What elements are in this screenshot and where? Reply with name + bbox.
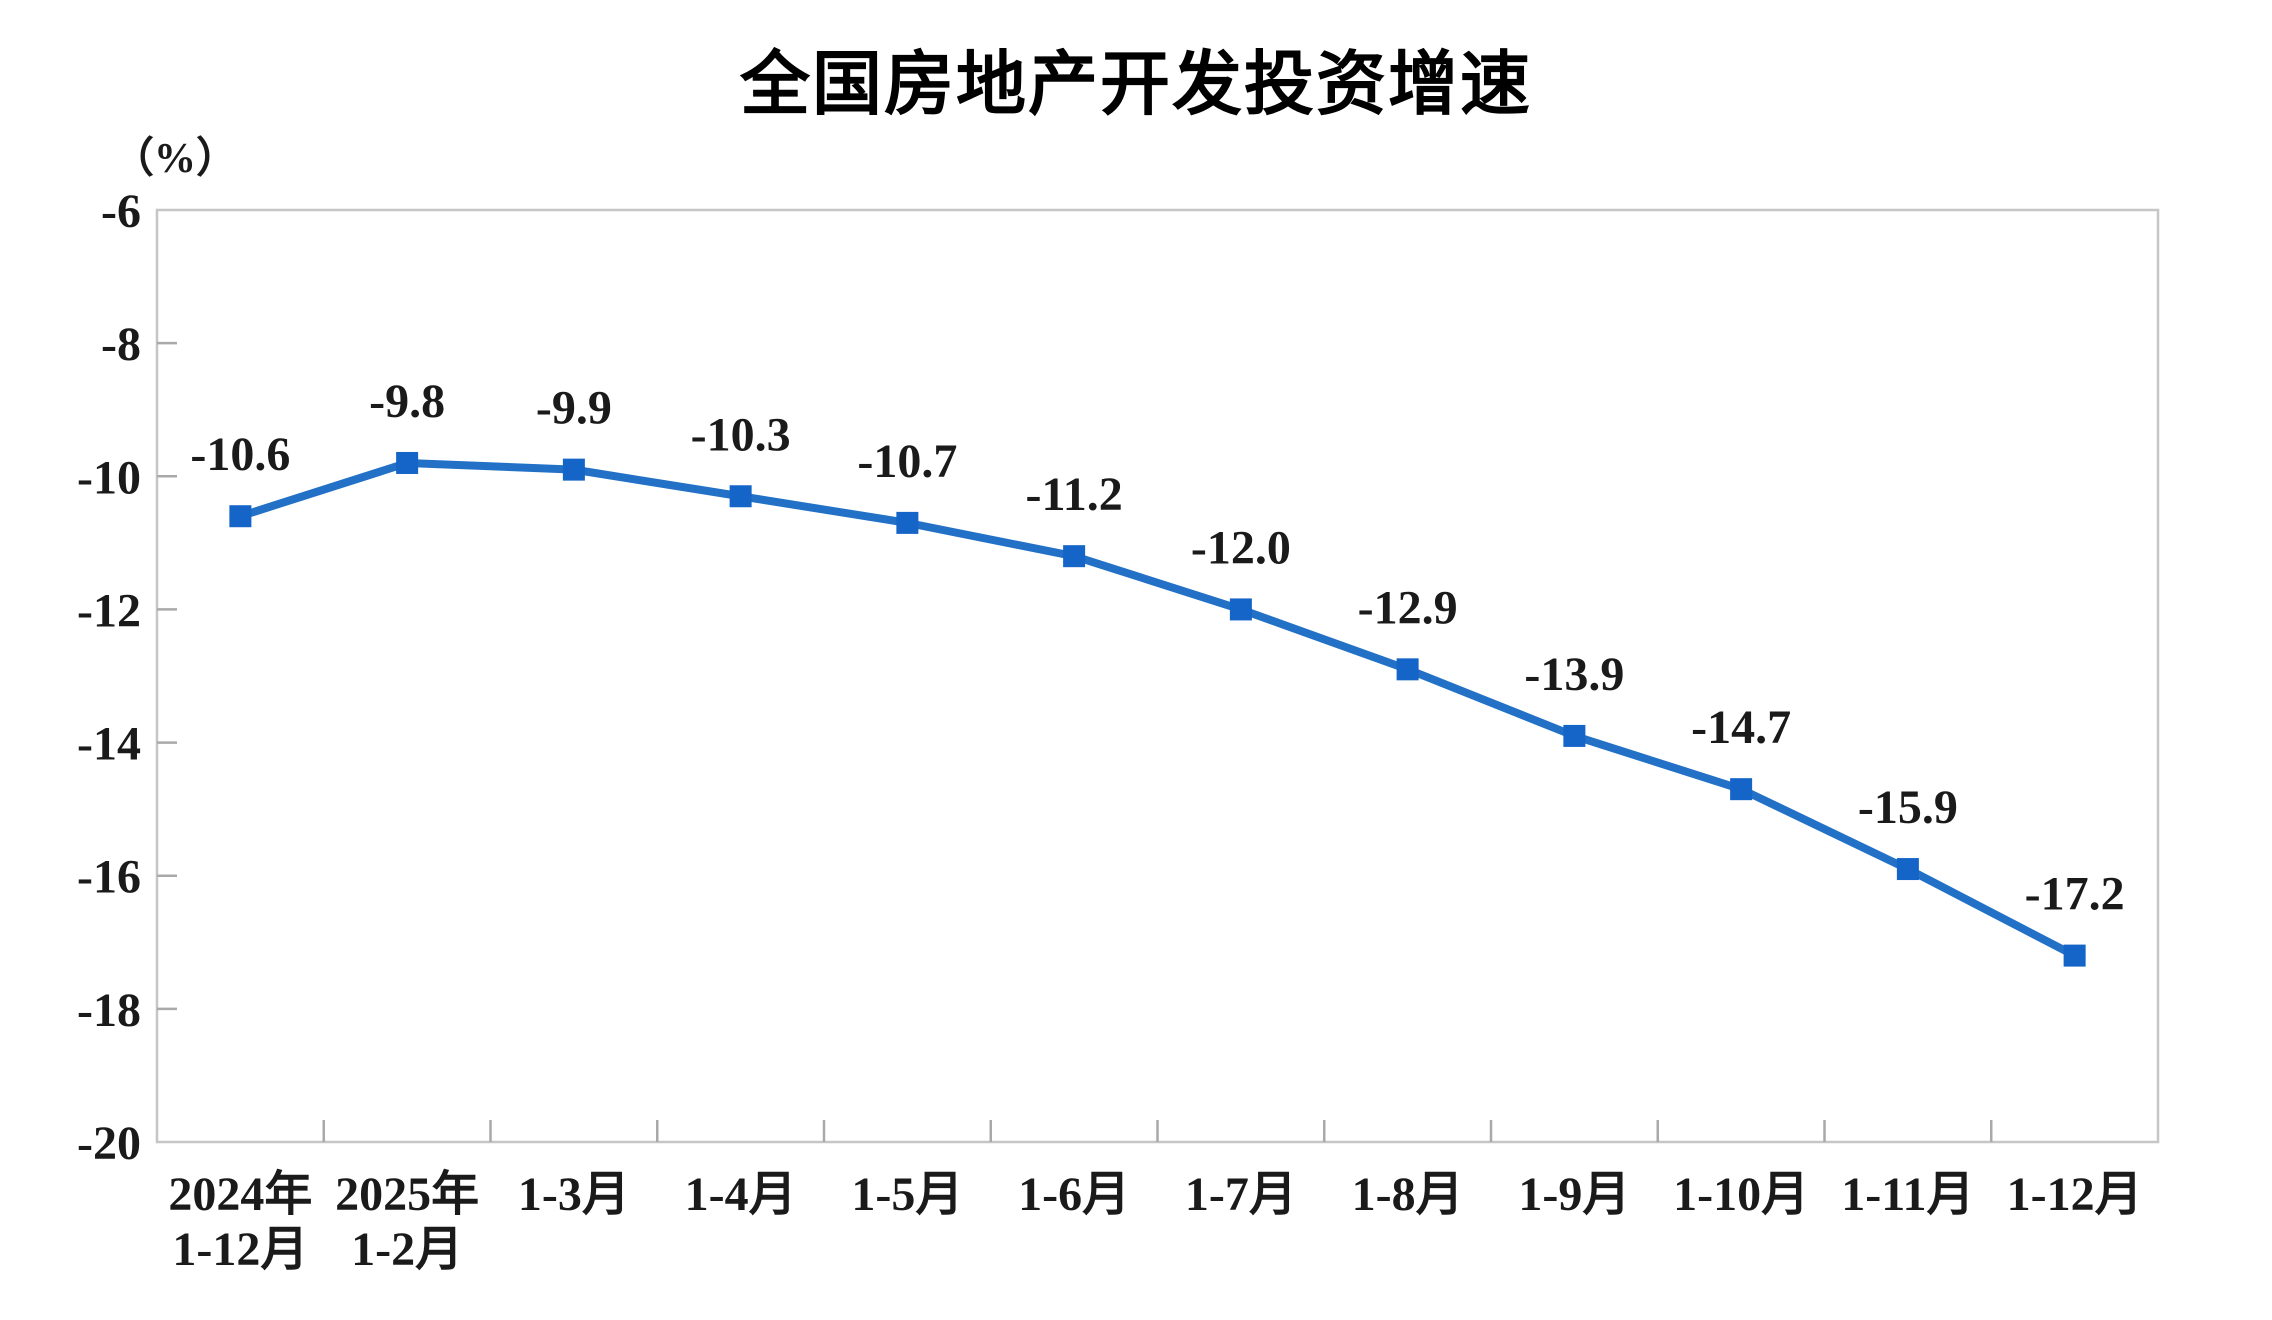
y-tick-label: -6	[101, 185, 141, 238]
y-tick-label: -12	[77, 584, 141, 637]
x-category-label: 1-5月	[851, 1168, 963, 1221]
x-category-label: 1-7月	[1185, 1168, 1297, 1221]
data-point-marker	[1896, 858, 1919, 881]
y-tick-label: -16	[77, 851, 141, 904]
x-category-label: 1-10月	[1673, 1168, 1809, 1221]
plot-border	[155, 208, 2160, 1144]
data-point-marker	[2063, 944, 2086, 967]
data-point-label: -11.2	[1025, 468, 1122, 521]
x-category-label: 2025年	[335, 1168, 479, 1221]
y-tick-label: -18	[77, 984, 141, 1037]
x-category-label: 1-12月	[172, 1223, 308, 1276]
data-point-marker	[729, 485, 752, 508]
data-point-markers	[229, 451, 2086, 967]
data-point-label: -9.8	[369, 375, 445, 428]
x-axis-ticks	[322, 1120, 1993, 1142]
y-tick-label: -20	[77, 1117, 141, 1170]
data-point-label: -14.7	[1691, 701, 1791, 754]
x-category-label: 1-8月	[1352, 1168, 1464, 1221]
data-point-marker	[1396, 658, 1419, 681]
chart-title: 全国房地产开发投资增速	[740, 45, 1532, 123]
y-tick-label: -14	[77, 718, 141, 771]
data-point-marker	[1563, 724, 1586, 747]
data-point-marker	[562, 458, 585, 481]
data-point-marker	[896, 511, 919, 534]
y-axis-ticks	[157, 341, 177, 1011]
data-point-label: -10.7	[857, 435, 957, 488]
x-category-label: 1-12月	[2007, 1168, 2143, 1221]
x-category-label: 1-4月	[685, 1168, 797, 1221]
y-tick-label: -10	[77, 451, 141, 504]
data-series-line	[236, 458, 2079, 960]
data-point-marker	[1730, 778, 1753, 801]
data-point-marker	[229, 505, 252, 528]
data-point-marker	[1229, 598, 1252, 621]
y-tick-label: -8	[101, 318, 141, 371]
x-category-label: 1-9月	[1518, 1168, 1630, 1221]
data-point-label: -10.3	[691, 408, 791, 461]
y-tick-labels: -6 -8 -10 -12 -14 -16 -18 -20	[77, 185, 141, 1170]
data-point-labels: -10.6 -9.8 -9.9 -10.3 -10.7 -11.2 -12.0 -12.9 -1…	[190, 375, 2124, 921]
data-point-label: -9.9	[536, 382, 612, 435]
data-point-label: -12.9	[1358, 581, 1458, 634]
data-point-label: -17.2	[2025, 868, 2125, 921]
data-point-label: -13.9	[1524, 648, 1624, 701]
x-category-label: 1-11月	[1841, 1168, 1974, 1221]
data-point-label: -15.9	[1858, 781, 1958, 834]
y-axis-unit-label: （%）	[112, 136, 239, 182]
x-category-label: 2024年	[168, 1168, 312, 1221]
x-category-label: 1-2月	[351, 1223, 463, 1276]
data-point-marker	[1063, 545, 1086, 568]
data-point-marker	[396, 451, 419, 474]
data-point-label: -10.6	[190, 428, 290, 481]
x-category-label: 1-6月	[1018, 1168, 1130, 1221]
x-category-label: 1-3月	[518, 1168, 630, 1221]
data-point-label: -12.0	[1191, 521, 1291, 574]
